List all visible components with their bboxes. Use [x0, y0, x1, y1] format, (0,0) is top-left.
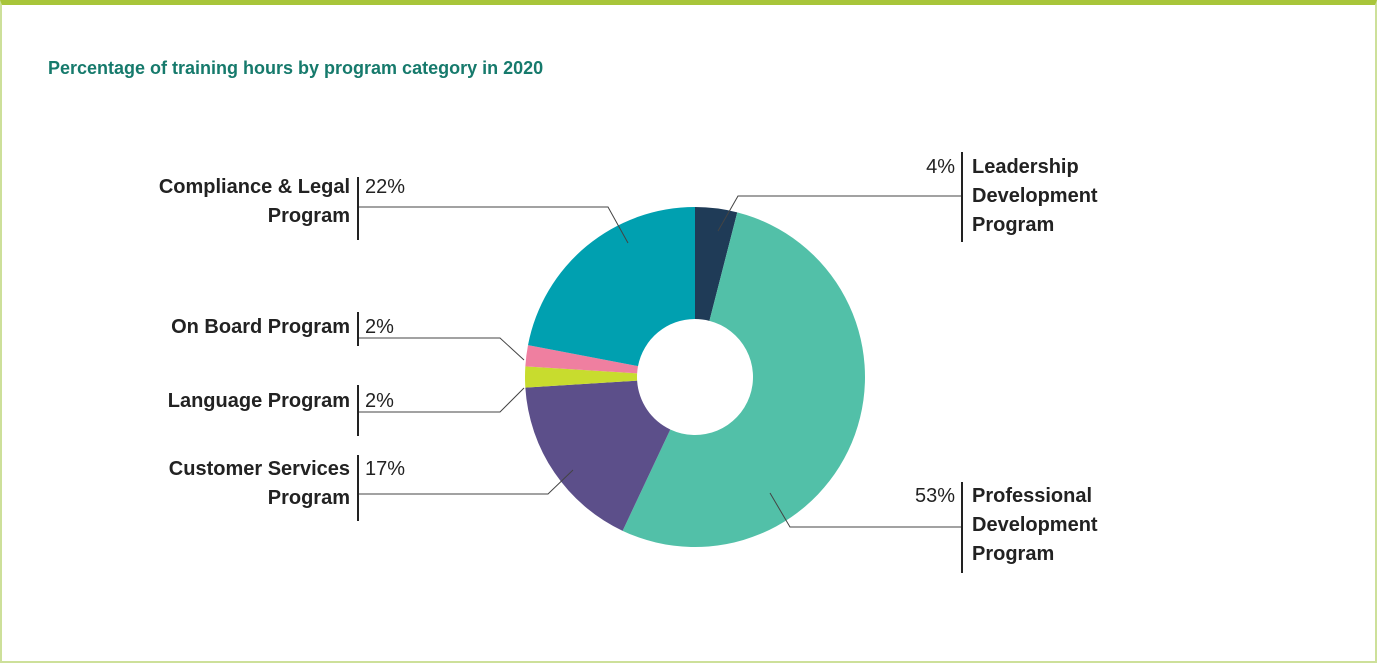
leader-line [358, 387, 525, 413]
leader-line [358, 206, 629, 244]
value-label: 22% [365, 176, 406, 198]
slice [622, 212, 865, 547]
slice [525, 366, 638, 388]
category-label: Professional Development Program [972, 485, 1098, 565]
leader-line [769, 492, 962, 528]
value-label: 2% [365, 316, 394, 338]
leader-line [717, 195, 962, 232]
slice [525, 345, 639, 374]
value-label: 53% [914, 485, 955, 507]
slice [528, 207, 695, 367]
value-label: 4% [926, 156, 955, 178]
leader-line [358, 469, 574, 495]
value-label: 2% [365, 390, 394, 412]
category-label: Language Program [167, 390, 350, 412]
chart-title: Percentage of training hours by program … [48, 58, 544, 78]
category-label: Compliance & Legal Program [158, 176, 350, 227]
category-label: On Board Program [171, 316, 350, 338]
value-label: 17% [365, 458, 406, 480]
leader-line [358, 337, 525, 361]
category-label: Leadership Development Program [972, 156, 1098, 236]
slice [525, 380, 671, 531]
slice [695, 207, 738, 321]
category-label: Customer Services Program [168, 458, 350, 509]
